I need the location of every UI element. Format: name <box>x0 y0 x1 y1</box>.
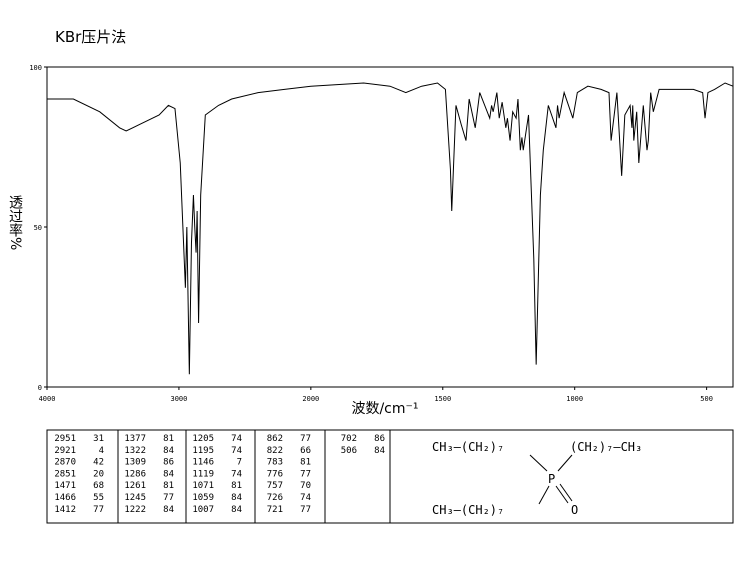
x-axis-label: 波数/cm⁻¹ <box>351 401 418 417</box>
x-tick-label: 1000 <box>566 395 583 403</box>
peak-wavenumber: 1119 <box>192 469 214 479</box>
peak-wavenumber: 1377 <box>124 434 146 444</box>
peak-wavenumber: 1466 <box>54 493 76 503</box>
bond <box>555 485 569 504</box>
chart-title: KBr压片法 <box>55 28 126 46</box>
peak-transmittance: 74 <box>231 434 242 444</box>
peak-transmittance: 84 <box>163 446 174 456</box>
peak-transmittance: 31 <box>93 434 104 444</box>
peak-transmittance: 7 <box>237 458 242 468</box>
bond <box>538 485 550 505</box>
peak-wavenumber: 1222 <box>124 505 146 515</box>
peak-wavenumber: 506 <box>341 446 357 456</box>
x-tick-label: 2000 <box>302 395 319 403</box>
peak-transmittance: 74 <box>300 493 311 503</box>
peak-transmittance: 81 <box>231 481 242 491</box>
peak-transmittance: 70 <box>300 481 311 491</box>
peak-wavenumber: 2951 <box>54 434 76 444</box>
peak-transmittance: 20 <box>93 469 104 479</box>
peak-wavenumber: 1412 <box>54 505 76 515</box>
atom: O <box>571 503 578 517</box>
peak-transmittance: 84 <box>163 469 174 479</box>
peak-wavenumber: 702 <box>341 434 357 444</box>
peak-wavenumber: 1322 <box>124 446 146 456</box>
peak-wavenumber: 721 <box>267 505 283 515</box>
peak-wavenumber: 1245 <box>124 493 146 503</box>
peak-wavenumber: 1205 <box>192 434 214 444</box>
group: CH₃—(CH₂)₇ <box>432 503 504 517</box>
peak-transmittance: 81 <box>300 458 311 468</box>
peak-wavenumber: 783 <box>267 458 283 468</box>
peak-transmittance: 77 <box>300 505 311 515</box>
peak-wavenumber: 1471 <box>54 481 76 491</box>
peak-transmittance: 77 <box>300 469 311 479</box>
structure: CH₃—(CH₂)₇ (CH₂)₇—CH₃ CH₃—(CH₂)₇ P O <box>432 440 642 517</box>
plot-frame <box>46 66 734 388</box>
peak-transmittance: 86 <box>374 434 385 444</box>
x-tick-label: 500 <box>700 395 713 403</box>
peak-transmittance: 77 <box>163 493 174 503</box>
peak-transmittance: 81 <box>163 481 174 491</box>
y-axis-label: 透过率% <box>7 195 23 250</box>
y-tick-label: 0 <box>38 384 42 392</box>
table-dividers <box>117 430 391 523</box>
peak-wavenumber: 726 <box>267 493 283 503</box>
peak-transmittance: 84 <box>163 505 174 515</box>
y-tick-label: 100 <box>29 64 42 72</box>
group: (CH₂)₇—CH₃ <box>570 440 642 454</box>
bond <box>529 454 548 472</box>
peak-wavenumber: 2870 <box>54 458 76 468</box>
spectrum-line <box>47 82 734 375</box>
peak-transmittance: 4 <box>99 446 104 456</box>
atom: P <box>548 472 555 486</box>
peak-transmittance: 42 <box>93 458 104 468</box>
peak-wavenumber: 2921 <box>54 446 76 456</box>
peak-wavenumber: 1007 <box>192 505 214 515</box>
group: CH₃—(CH₂)₇ <box>432 440 504 454</box>
bond <box>557 454 573 472</box>
peak-transmittance: 84 <box>231 493 242 503</box>
peak-transmittance: 66 <box>300 446 311 456</box>
peak-transmittance: 55 <box>93 493 104 503</box>
peak-transmittance: 74 <box>231 469 242 479</box>
peak-transmittance: 84 <box>231 505 242 515</box>
peak-wavenumber: 1195 <box>192 446 214 456</box>
peak-wavenumber: 1146 <box>192 458 214 468</box>
peak-wavenumber: 776 <box>267 469 283 479</box>
peak-wavenumber: 1071 <box>192 481 214 491</box>
peak-wavenumber: 1309 <box>124 458 146 468</box>
peak-wavenumber: 757 <box>267 481 283 491</box>
x-tick-label: 3000 <box>170 395 187 403</box>
y-tick-label: 50 <box>34 224 42 232</box>
peak-transmittance: 77 <box>300 434 311 444</box>
peak-transmittance: 86 <box>163 458 174 468</box>
peak-wavenumber: 2851 <box>54 469 76 479</box>
x-tick-label: 1500 <box>434 395 451 403</box>
peak-transmittance: 74 <box>231 446 242 456</box>
bond <box>559 483 573 502</box>
peak-wavenumber: 1059 <box>192 493 214 503</box>
x-tick-label: 4000 <box>39 395 56 403</box>
peak-transmittance: 84 <box>374 446 385 456</box>
peak-wavenumber: 862 <box>267 434 283 444</box>
peak-transmittance: 81 <box>163 434 174 444</box>
peak-transmittance: 68 <box>93 481 104 491</box>
peak-transmittance: 77 <box>93 505 104 515</box>
peak-wavenumber: 1286 <box>124 469 146 479</box>
peak-wavenumber: 1261 <box>124 481 146 491</box>
peak-wavenumber: 822 <box>267 446 283 456</box>
